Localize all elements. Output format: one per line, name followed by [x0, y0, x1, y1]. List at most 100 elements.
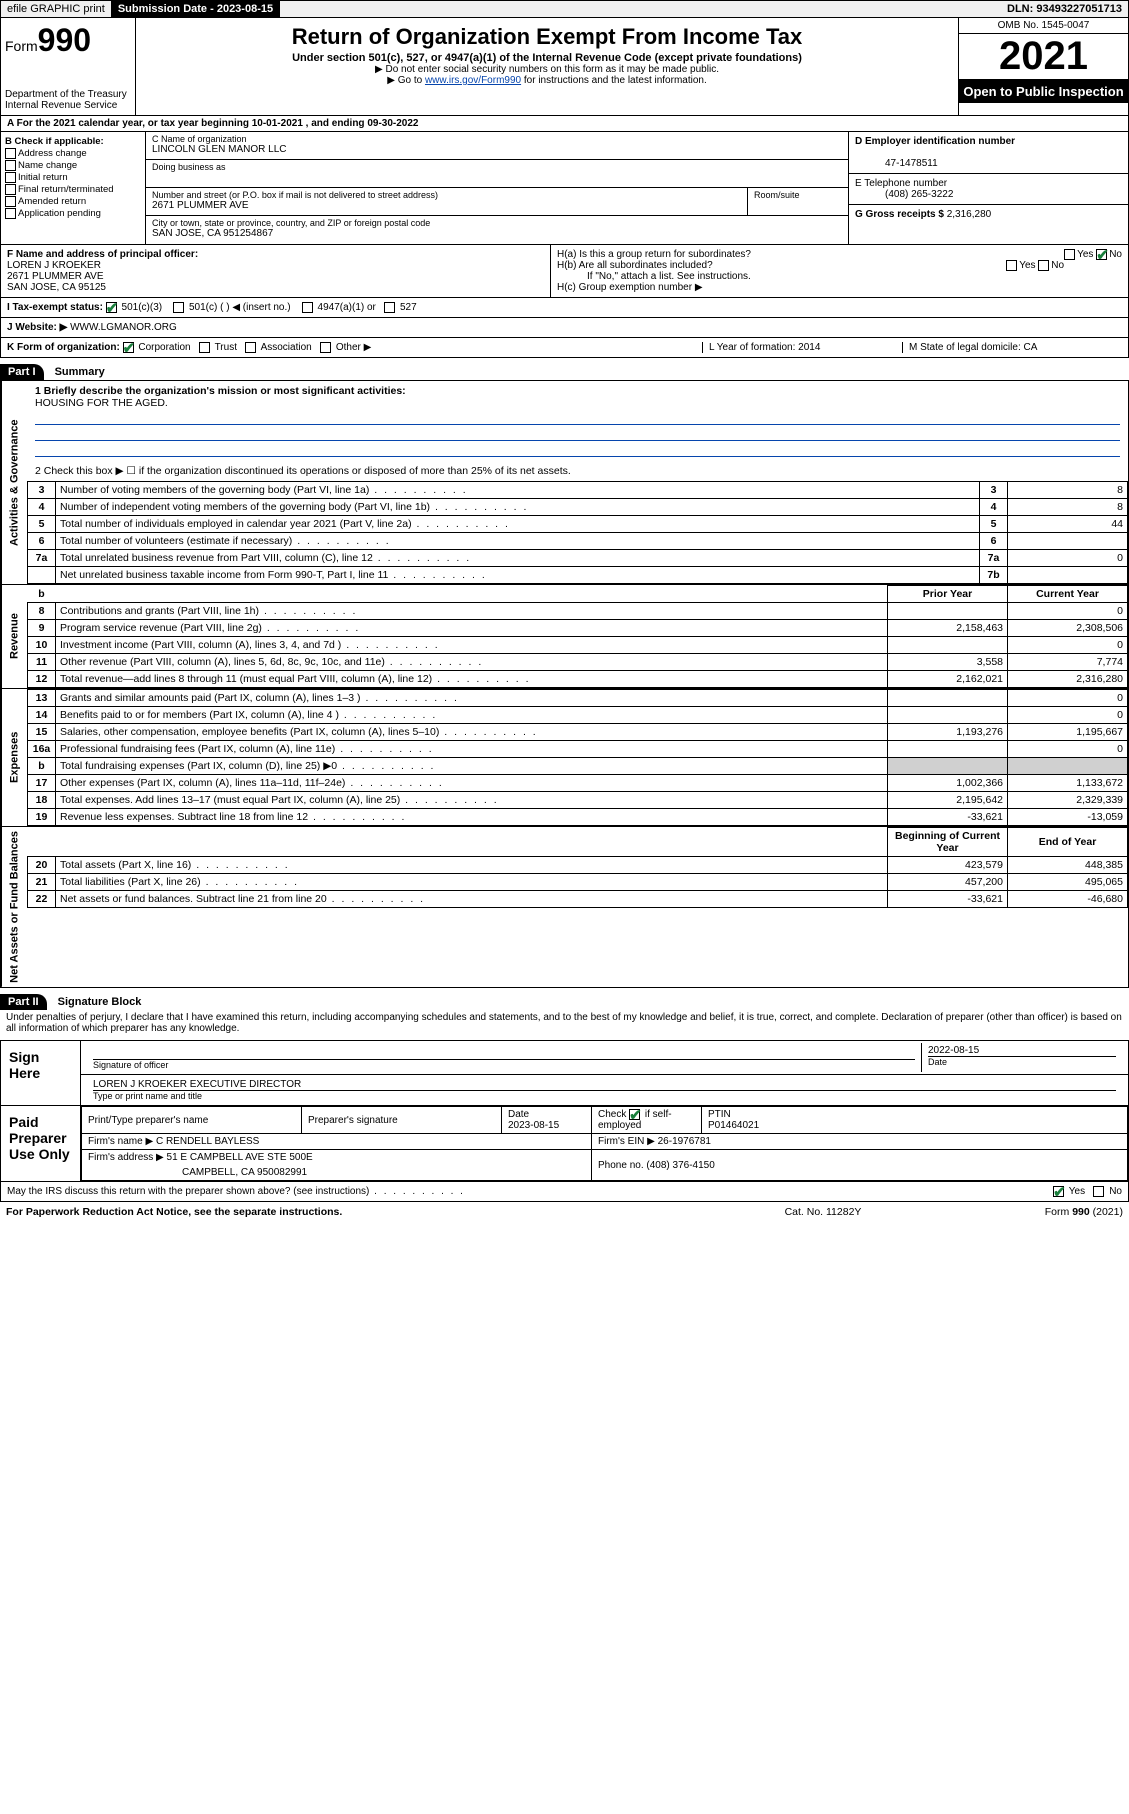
table-row: 13Grants and similar amounts paid (Part … — [28, 690, 1128, 707]
sig-name: LOREN J KROEKER EXECUTIVE DIRECTOR — [93, 1079, 1116, 1090]
ha-yes[interactable]: Yes — [1077, 249, 1093, 260]
penalty-text: Under penalties of perjury, I declare th… — [0, 1010, 1129, 1036]
chk-4947[interactable] — [302, 302, 313, 313]
chk-name-change[interactable]: Name change — [5, 160, 141, 171]
ein-value: 47-1478511 — [885, 158, 938, 169]
block-fh: F Name and address of principal officer:… — [0, 245, 1129, 298]
prep-row3: Firm's address ▶ 51 E CAMPBELL AVE STE 5… — [82, 1150, 1128, 1166]
header-right: OMB No. 1545-0047 2021 Open to Public In… — [958, 18, 1128, 115]
opt-other: Other ▶ — [336, 342, 371, 353]
chk-corp[interactable] — [123, 342, 134, 353]
opt-4947: 4947(a)(1) or — [318, 302, 376, 313]
g-label: G Gross receipts $ — [855, 209, 944, 220]
ptin-value: P01464021 — [708, 1120, 759, 1131]
chk-amended-return[interactable]: Amended return — [5, 196, 141, 207]
table-row: 20Total assets (Part X, line 16)423,5794… — [28, 857, 1128, 874]
table-row: 12Total revenue—add lines 8 through 11 (… — [28, 671, 1128, 688]
row-j: J Website: ▶ WWW.LGMANOR.ORG — [0, 318, 1129, 338]
part1-title: Summary — [55, 366, 105, 378]
city-label: City or town, state or province, country… — [152, 218, 842, 228]
firm-name-label: Firm's name ▶ — [88, 1136, 153, 1147]
na-section: Net Assets or Fund Balances Beginning of… — [1, 826, 1128, 987]
opt-trust: Trust — [215, 342, 237, 353]
firm-city: CAMPBELL, CA 950082991 — [82, 1165, 592, 1181]
ha-row: H(a) Is this a group return for subordin… — [557, 249, 1122, 260]
chk-assoc[interactable] — [245, 342, 256, 353]
chk-initial-return[interactable]: Initial return — [5, 172, 141, 183]
hb-note: If "No," attach a list. See instructions… — [587, 271, 1122, 282]
firm-addr: 51 E CAMPBELL AVE STE 500E — [167, 1152, 313, 1163]
table-row: Net unrelated business taxable income fr… — [28, 567, 1128, 584]
addr-label: Number and street (or P.O. box if mail i… — [152, 190, 741, 200]
b-label: B Check if applicable: — [5, 136, 104, 147]
irs-link[interactable]: www.irs.gov/Form990 — [425, 75, 521, 86]
sig-officer-label: Signature of officer — [93, 1059, 915, 1070]
hb-no[interactable]: No — [1051, 260, 1064, 271]
k-label: K Form of organization: — [7, 342, 120, 353]
ptin-label: PTIN — [708, 1109, 731, 1120]
city-row: City or town, state or province, country… — [146, 216, 848, 244]
table-row: 9Program service revenue (Part VIII, lin… — [28, 620, 1128, 637]
firm-phone-label: Phone no. — [598, 1160, 644, 1171]
form-prefix: Form — [5, 38, 38, 54]
submission-date-button[interactable]: Submission Date - 2023-08-15 — [112, 1, 280, 17]
org-name: LINCOLN GLEN MANOR LLC — [152, 144, 842, 155]
table-row: 15Salaries, other compensation, employee… — [28, 724, 1128, 741]
row-i: I Tax-exempt status: 501(c)(3) 501(c) ( … — [0, 298, 1129, 318]
ha-no[interactable]: No — [1109, 249, 1122, 260]
part1-header-row: Part I Summary — [0, 358, 1129, 380]
officer-addr1: 2671 PLUMMER AVE — [7, 271, 104, 282]
discuss-yes: Yes — [1069, 1186, 1085, 1197]
gov-section: Activities & Governance 1 Briefly descri… — [1, 381, 1128, 584]
form-header: Form990 Department of the Treasury Inter… — [0, 18, 1129, 116]
chk-527[interactable] — [384, 302, 395, 313]
prep-row2: Firm's name ▶ C RENDELL BAYLESS Firm's E… — [82, 1134, 1128, 1150]
paid-preparer-block: Paid Preparer Use Only Print/Type prepar… — [0, 1106, 1129, 1182]
uline — [35, 411, 1120, 425]
part2-hdr: Part II — [0, 994, 47, 1010]
table-row: bTotal fundraising expenses (Part IX, co… — [28, 758, 1128, 775]
opt-corp: Corporation — [138, 342, 190, 353]
part2-title: Signature Block — [58, 996, 142, 1008]
note2-pre: ▶ Go to — [387, 75, 425, 86]
efile-label[interactable]: efile GRAPHIC print — [1, 1, 112, 17]
rev-section: Revenue bPrior YearCurrent Year8Contribu… — [1, 584, 1128, 688]
chk-trust[interactable] — [199, 342, 210, 353]
chk-application-pending[interactable]: Application pending — [5, 208, 141, 219]
sig-date-label: Date — [928, 1056, 1116, 1067]
ha-label: H(a) Is this a group return for subordin… — [557, 249, 751, 260]
opt-527: 527 — [400, 302, 417, 313]
note2-post: for instructions and the latest informat… — [521, 75, 707, 86]
table-row: 17Other expenses (Part IX, column (A), l… — [28, 775, 1128, 792]
e-label: E Telephone number — [855, 178, 947, 189]
exp-table: 13Grants and similar amounts paid (Part … — [27, 689, 1128, 826]
room-label: Room/suite — [754, 190, 842, 200]
open-inspection: Open to Public Inspection — [959, 80, 1128, 103]
chk-other[interactable] — [320, 342, 331, 353]
form-note1: ▶ Do not enter social security numbers o… — [140, 64, 954, 75]
prep-selfemployed[interactable]: Check if self-employed — [598, 1109, 672, 1131]
discuss-yes-chk[interactable] — [1053, 1186, 1064, 1197]
table-row: 21Total liabilities (Part X, line 26)457… — [28, 874, 1128, 891]
gross-receipts: 2,316,280 — [947, 209, 992, 220]
section-deg: D Employer identification number 47-1478… — [848, 132, 1128, 244]
chk-501c3[interactable] — [106, 302, 117, 313]
discuss-row: May the IRS discuss this return with the… — [0, 1182, 1129, 1202]
q1-label: 1 Briefly describe the organization's mi… — [35, 385, 406, 397]
chk-final-return[interactable]: Final return/terminated — [5, 184, 141, 195]
prep-row1: Print/Type preparer's name Preparer's si… — [82, 1107, 1128, 1134]
phone-value: (408) 265-3222 — [885, 189, 953, 200]
uline — [35, 427, 1120, 441]
dln-label: DLN: 93493227051713 — [1001, 1, 1128, 17]
chk-501c[interactable] — [173, 302, 184, 313]
row-a-tax-year: A For the 2021 calendar year, or tax yea… — [0, 116, 1129, 132]
hb-yes[interactable]: Yes — [1019, 260, 1035, 271]
firm-name: C RENDELL BAYLESS — [156, 1136, 259, 1147]
footer-right: Form 990 (2021) — [923, 1206, 1123, 1218]
j-label: J Website: ▶ — [7, 322, 67, 333]
header-middle: Return of Organization Exempt From Incom… — [136, 18, 958, 115]
opt-501c3: 501(c)(3) — [122, 302, 163, 313]
chk-address-change[interactable]: Address change — [5, 148, 141, 159]
discuss-no-chk[interactable] — [1093, 1186, 1104, 1197]
sign-here-label: Sign Here — [1, 1041, 81, 1105]
